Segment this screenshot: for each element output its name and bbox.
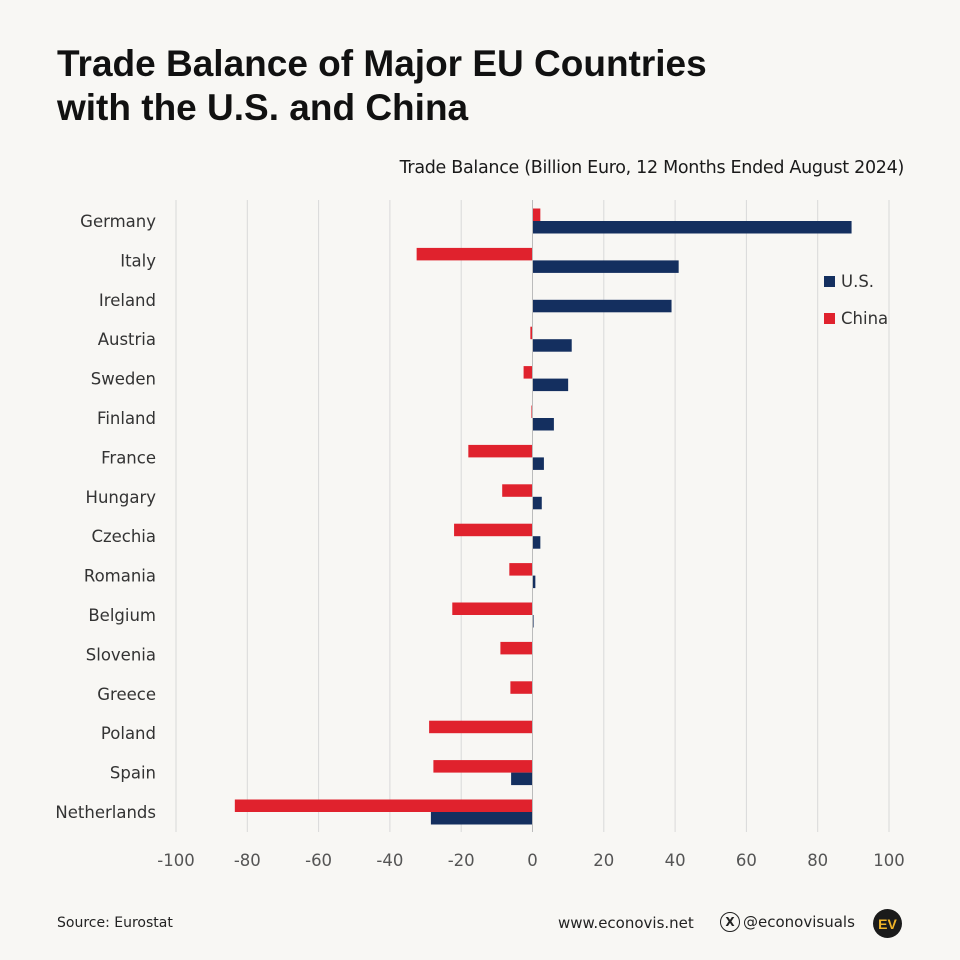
bar-us <box>532 418 554 431</box>
bar-us <box>532 221 852 234</box>
category-label: Greece <box>97 685 156 704</box>
bar-china <box>468 444 533 458</box>
category-label: Belgium <box>88 606 156 625</box>
legend-label: U.S. <box>841 272 874 291</box>
bar-us <box>532 378 569 392</box>
category-label: Slovenia <box>86 645 156 664</box>
x-tick-label: 20 <box>593 851 614 870</box>
bar-us <box>532 615 534 628</box>
title-line-2: with the U.S. and China <box>57 87 469 128</box>
bar-us <box>532 575 536 589</box>
x-tick-label: -60 <box>305 851 332 870</box>
bar-china <box>429 720 533 734</box>
bar-us <box>532 536 541 549</box>
category-label: Austria <box>98 330 156 349</box>
category-label: Italy <box>120 251 156 270</box>
category-label: Hungary <box>86 488 157 507</box>
bar-china <box>509 563 533 576</box>
bar-china <box>531 405 533 418</box>
bar-us <box>532 260 679 273</box>
bar-us <box>430 812 533 825</box>
category-label: Sweden <box>91 370 156 389</box>
category-label: Spain <box>110 764 156 783</box>
brand-logo: EV <box>873 909 902 938</box>
x-tick-label: -80 <box>234 851 261 870</box>
bar-china <box>510 681 533 694</box>
bar-china <box>416 247 533 261</box>
legend-swatch <box>824 276 835 287</box>
social-handle-text: @econovisuals <box>743 913 855 931</box>
title-line-1: Trade Balance of Major EU Countries <box>57 43 707 84</box>
chart-subtitle: Trade Balance (Billion Euro, 12 Months E… <box>399 158 905 178</box>
x-tick-label: 100 <box>873 851 905 870</box>
bar-us <box>532 496 542 510</box>
x-tick-label: -40 <box>376 851 403 870</box>
category-label: Netherlands <box>55 803 156 822</box>
category-label: Poland <box>101 724 156 743</box>
x-tick-label: -100 <box>157 851 194 870</box>
social-handle[interactable]: X @econovisuals <box>720 912 855 932</box>
x-tick-label: 60 <box>736 851 757 870</box>
chart-title: Trade Balance of Major EU Countries with… <box>57 42 877 130</box>
legend-label: China <box>841 309 888 328</box>
x-tick-label: 0 <box>527 851 538 870</box>
bar-china <box>234 799 533 812</box>
category-label: France <box>101 448 156 467</box>
x-tick-label: 40 <box>665 851 686 870</box>
category-label: Germany <box>80 212 156 231</box>
bar-us <box>511 772 533 786</box>
bar-china <box>530 326 533 340</box>
category-label: Czechia <box>91 527 156 546</box>
legend-swatch <box>824 313 835 324</box>
bar-us <box>532 339 572 352</box>
x-tick-label: 80 <box>807 851 828 870</box>
bar-china <box>454 523 533 537</box>
bar-china <box>433 760 533 773</box>
bar-us <box>532 299 672 313</box>
x-tick-label: -20 <box>448 851 475 870</box>
category-label: Romania <box>84 567 156 586</box>
bar-us <box>532 457 544 470</box>
bar-china <box>500 641 533 655</box>
category-label: Ireland <box>99 291 156 310</box>
bar-china <box>502 484 533 497</box>
category-label: Finland <box>97 409 156 428</box>
x-logo-icon: X <box>720 912 740 932</box>
bar-china <box>523 366 533 379</box>
bar-china <box>532 208 541 221</box>
source-note: Source: Eurostat <box>57 915 173 931</box>
bar-china <box>452 602 533 615</box>
website-link[interactable]: www.econovis.net <box>558 914 694 932</box>
